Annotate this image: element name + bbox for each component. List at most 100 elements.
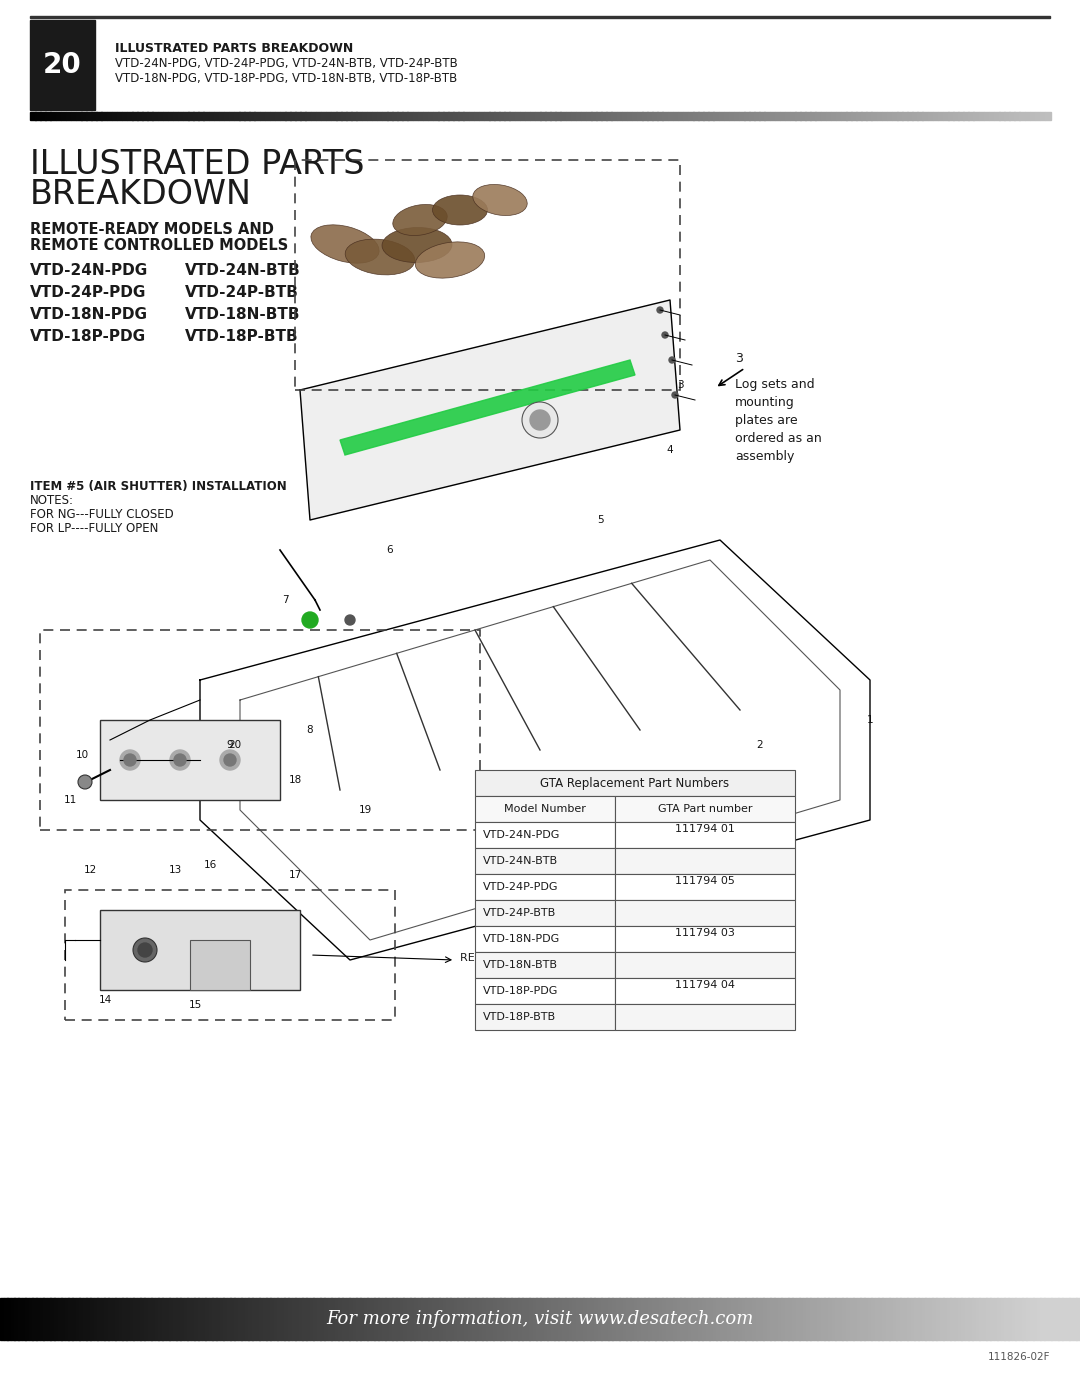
Text: 4: 4 — [666, 446, 673, 455]
Bar — [900, 1298, 904, 1340]
Text: 111794 04: 111794 04 — [675, 979, 735, 989]
Bar — [292, 1298, 296, 1340]
Bar — [540, 112, 545, 120]
Bar — [40, 112, 45, 120]
Bar — [611, 112, 617, 120]
Bar — [714, 112, 719, 120]
Bar — [94, 1298, 97, 1340]
Bar — [810, 112, 815, 120]
Circle shape — [120, 750, 140, 770]
Bar — [612, 1298, 616, 1340]
Bar — [396, 1298, 400, 1340]
Bar — [90, 1298, 94, 1340]
Bar — [545, 112, 551, 120]
Bar — [836, 112, 841, 120]
Bar — [295, 112, 301, 120]
Bar — [1048, 1298, 1052, 1340]
Bar — [1051, 1298, 1055, 1340]
Text: 2: 2 — [757, 740, 764, 750]
Bar — [1044, 1298, 1048, 1340]
Bar — [887, 112, 892, 120]
Bar — [83, 1298, 86, 1340]
Bar — [489, 1298, 494, 1340]
Bar — [378, 1298, 382, 1340]
Bar — [256, 1298, 259, 1340]
Bar — [472, 1298, 475, 1340]
Text: 8: 8 — [307, 725, 313, 735]
Bar — [652, 112, 658, 120]
Bar — [750, 112, 755, 120]
Bar — [140, 1298, 145, 1340]
Bar — [349, 1298, 353, 1340]
Bar — [940, 1298, 944, 1340]
Bar — [615, 796, 795, 821]
Bar — [718, 112, 724, 120]
Bar — [241, 1298, 245, 1340]
Bar — [244, 112, 249, 120]
Bar — [245, 1298, 248, 1340]
Text: 20: 20 — [229, 740, 242, 750]
Bar — [720, 1298, 724, 1340]
Bar — [1025, 112, 1030, 120]
Bar — [326, 112, 332, 120]
Bar — [133, 1298, 137, 1340]
Bar — [576, 1298, 580, 1340]
Bar — [1015, 1298, 1020, 1340]
Text: VTD-24P-PDG: VTD-24P-PDG — [483, 882, 558, 893]
Bar — [586, 1298, 591, 1340]
Bar — [799, 1298, 804, 1340]
Bar — [475, 978, 615, 1004]
Bar — [1040, 112, 1045, 120]
Bar — [792, 1298, 796, 1340]
Ellipse shape — [393, 204, 447, 236]
Bar — [526, 1298, 529, 1340]
Bar — [626, 112, 632, 120]
Bar — [555, 112, 561, 120]
Bar — [1037, 1298, 1041, 1340]
Bar — [608, 1298, 612, 1340]
Bar — [825, 112, 832, 120]
Bar — [680, 1298, 685, 1340]
Text: VTD-24N-PDG: VTD-24N-PDG — [30, 263, 148, 278]
Text: 14: 14 — [98, 995, 111, 1004]
Bar — [831, 112, 836, 120]
Bar — [193, 112, 199, 120]
Bar — [188, 112, 193, 120]
Bar — [796, 1298, 799, 1340]
Bar — [933, 112, 939, 120]
Bar — [14, 1298, 18, 1340]
Bar — [781, 1298, 785, 1340]
Bar — [208, 1298, 213, 1340]
Bar — [846, 1298, 850, 1340]
Bar — [65, 1298, 69, 1340]
Ellipse shape — [382, 240, 453, 275]
Bar — [785, 112, 791, 120]
Bar — [360, 1298, 364, 1340]
Bar — [278, 1298, 281, 1340]
Bar — [316, 1298, 321, 1340]
Bar — [372, 112, 377, 120]
Bar — [8, 1298, 11, 1340]
Bar — [122, 112, 127, 120]
Circle shape — [669, 358, 675, 363]
Bar — [255, 112, 260, 120]
Bar — [81, 112, 86, 120]
Circle shape — [78, 775, 92, 789]
Bar — [1004, 1298, 1009, 1340]
Text: REMOTE CONTROLLED MODELS: REMOTE CONTROLLED MODELS — [30, 237, 288, 253]
Bar — [748, 1298, 753, 1340]
Text: 11: 11 — [64, 795, 77, 805]
Bar — [259, 1298, 264, 1340]
Bar — [769, 112, 775, 120]
Bar — [270, 1298, 274, 1340]
Bar — [1035, 112, 1040, 120]
Bar — [208, 112, 214, 120]
Bar — [386, 1298, 389, 1340]
Bar — [813, 1298, 818, 1340]
Bar — [72, 1298, 76, 1340]
Ellipse shape — [421, 246, 490, 282]
Bar — [659, 1298, 663, 1340]
Bar — [55, 112, 62, 120]
Bar — [190, 940, 249, 990]
Bar — [943, 1298, 947, 1340]
